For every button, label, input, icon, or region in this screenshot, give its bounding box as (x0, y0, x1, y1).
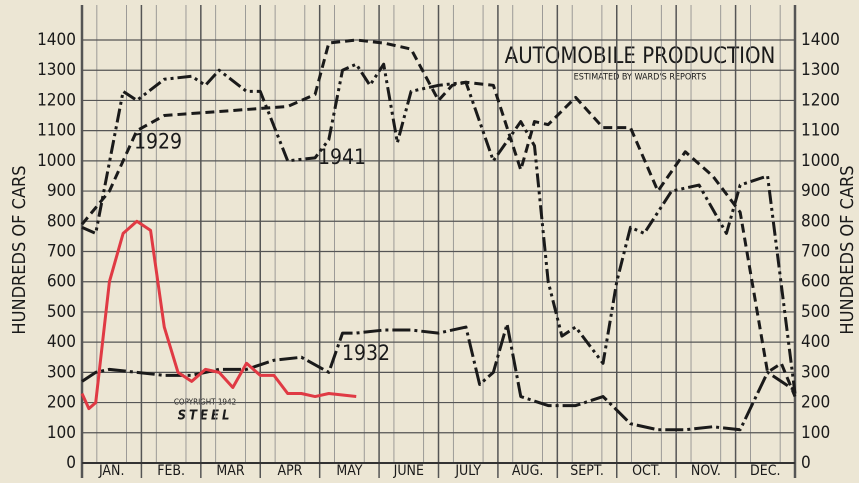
y-tick-label: 700 (47, 242, 76, 262)
y-tick-label: 300 (47, 362, 76, 382)
copyright-brand: STEEL (178, 409, 233, 424)
chart-subtitle: ESTIMATED BY WARD'S REPORTS (574, 73, 707, 83)
y2-tick-label: 0 (801, 453, 811, 473)
y2-tick-label: 700 (801, 242, 830, 262)
y2-tick-label: 800 (801, 211, 830, 231)
y-tick-label: 1400 (37, 30, 76, 50)
y-tick-label: 600 (47, 272, 76, 292)
x-tick-label: JULY (454, 463, 481, 479)
x-tick-label: DEC. (750, 463, 780, 479)
series-line (81, 62, 797, 394)
y2-tick-label: 500 (801, 302, 830, 322)
series-line (81, 322, 796, 432)
y-tick-label: 1000 (37, 151, 76, 171)
y2-tick-label: 1000 (801, 151, 840, 171)
y2-tick-label: 600 (801, 272, 830, 292)
y-tick-label: 200 (47, 393, 76, 413)
y2-tick-label: 400 (801, 332, 830, 352)
x-tick-label: SEPT. (570, 463, 604, 479)
y-tick-label: 500 (47, 302, 76, 322)
y-axis-label: HUNDREDS OF CARS (9, 165, 30, 334)
y2-tick-label: 1300 (801, 60, 840, 80)
y2-tick-label: 200 (801, 393, 830, 413)
y2-tick-label: 1100 (801, 121, 840, 141)
series-label: 1932 (342, 341, 390, 365)
series-line (80, 219, 357, 411)
x-tick-label: OCT. (632, 463, 661, 479)
y-tick-label: 0 (66, 453, 76, 473)
x-tick-label: JAN. (98, 463, 125, 479)
x-tick-label: AUG. (512, 463, 544, 479)
title-box (500, 38, 790, 86)
y-tick-label: 900 (47, 181, 76, 201)
y-tick-label: 400 (47, 332, 76, 352)
x-tick-label: APR (277, 463, 302, 479)
y2-tick-label: 1400 (801, 30, 840, 50)
y2-tick-label: 1200 (801, 90, 840, 110)
x-tick-label: NOV. (691, 463, 721, 479)
x-tick-label: MAY (336, 463, 362, 479)
y-tick-label: 800 (47, 211, 76, 231)
x-tick-label: JUNE (393, 463, 424, 479)
y-tick-label: 100 (47, 423, 76, 443)
y2-axis-label: HUNDREDS OF CARS (837, 165, 858, 334)
y-tick-label: 1200 (37, 90, 76, 110)
x-tick-label: FEB. (157, 463, 185, 479)
series-label: 1929 (134, 130, 182, 154)
y-tick-label: 1300 (37, 60, 76, 80)
y-tick-label: 1100 (37, 121, 76, 141)
x-tick-label: MAR (216, 463, 244, 479)
chart-title: AUTOMOBILE PRODUCTION (505, 44, 776, 69)
y2-tick-label: 300 (801, 362, 830, 382)
series-label: 1941 (318, 145, 366, 169)
y2-tick-label: 900 (801, 181, 830, 201)
y2-tick-label: 100 (801, 423, 830, 443)
